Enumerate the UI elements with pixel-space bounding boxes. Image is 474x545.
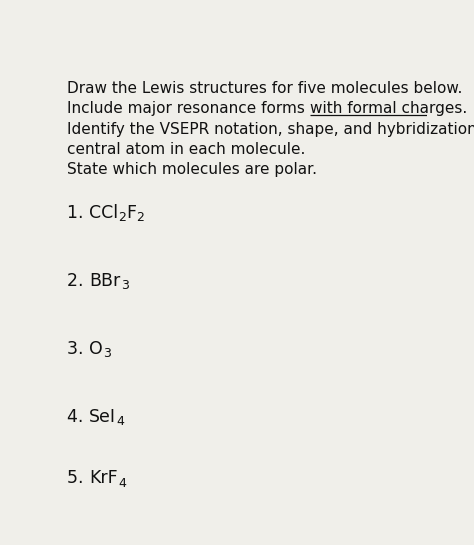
Text: 2.: 2. <box>67 272 89 290</box>
Text: 4.: 4. <box>67 408 89 426</box>
Text: F: F <box>127 204 137 222</box>
Text: central atom in each molecule.: central atom in each molecule. <box>67 142 306 157</box>
Text: Include major resonance forms: Include major resonance forms <box>67 101 310 117</box>
Text: BBr: BBr <box>89 272 120 290</box>
Text: 2: 2 <box>137 211 144 225</box>
Text: 1.: 1. <box>67 204 89 222</box>
Text: 3: 3 <box>103 347 111 360</box>
Text: O: O <box>89 340 103 358</box>
Text: Draw the Lewis structures for five molecules below.: Draw the Lewis structures for five molec… <box>67 81 463 96</box>
Text: 3: 3 <box>120 280 128 293</box>
Text: SeI: SeI <box>89 408 116 426</box>
Text: with formal charges.: with formal charges. <box>310 101 467 117</box>
Text: Identify the VSEPR notation, shape, and hybridization of the: Identify the VSEPR notation, shape, and … <box>67 122 474 137</box>
Text: 4: 4 <box>118 477 126 489</box>
Text: 3.: 3. <box>67 340 89 358</box>
Text: 2: 2 <box>118 211 127 225</box>
Text: State which molecules are polar.: State which molecules are polar. <box>67 162 317 177</box>
Text: KrF: KrF <box>89 469 118 487</box>
Text: 5.: 5. <box>67 469 89 487</box>
Text: CCl: CCl <box>89 204 118 222</box>
Text: 4: 4 <box>116 415 124 428</box>
